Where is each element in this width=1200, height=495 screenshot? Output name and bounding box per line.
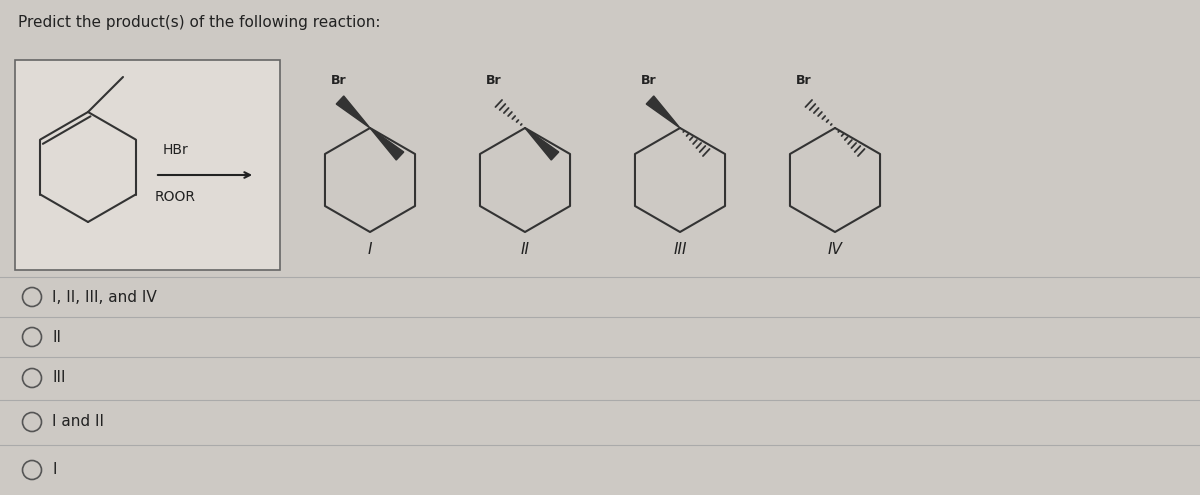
Polygon shape — [647, 96, 680, 128]
Text: II: II — [52, 330, 61, 345]
Text: III: III — [673, 243, 686, 257]
Text: I: I — [52, 462, 56, 478]
Text: I: I — [367, 243, 372, 257]
Text: Predict the product(s) of the following reaction:: Predict the product(s) of the following … — [18, 15, 380, 30]
Bar — [14, 60, 280, 270]
Polygon shape — [336, 96, 370, 128]
Text: I, II, III, and IV: I, II, III, and IV — [52, 290, 157, 304]
Text: III: III — [52, 370, 66, 386]
Polygon shape — [370, 128, 403, 160]
Text: Br: Br — [796, 74, 812, 87]
Text: Br: Br — [641, 74, 656, 87]
Polygon shape — [526, 128, 559, 160]
Text: I and II: I and II — [52, 414, 104, 430]
Text: ROOR: ROOR — [155, 190, 196, 204]
Text: HBr: HBr — [162, 143, 188, 157]
Text: Br: Br — [486, 74, 502, 87]
Text: Br: Br — [331, 74, 347, 87]
Text: II: II — [521, 243, 529, 257]
Text: IV: IV — [828, 243, 842, 257]
